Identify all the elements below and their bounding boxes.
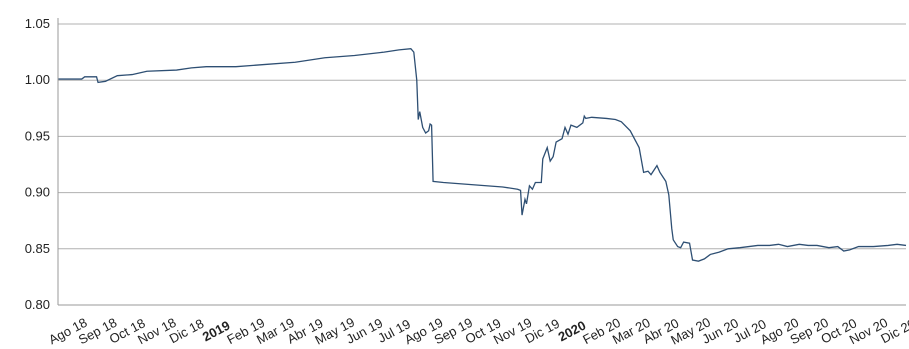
y-tick-label: 1.00 (25, 72, 50, 87)
y-tick-label: 0.95 (25, 128, 50, 143)
y-tick-label: 0.90 (25, 185, 50, 200)
series-layer (58, 48, 907, 262)
gridlines (58, 23, 906, 250)
axes (57, 18, 906, 306)
y-tick-label: 1.05 (25, 16, 50, 31)
y-tick-label: 0.80 (25, 297, 50, 312)
y-axis-ticks: 0.80 0.85 0.90 0.95 1.00 1.05 (25, 16, 50, 312)
y-tick-label: 0.85 (25, 241, 50, 256)
series-line (58, 48, 907, 262)
